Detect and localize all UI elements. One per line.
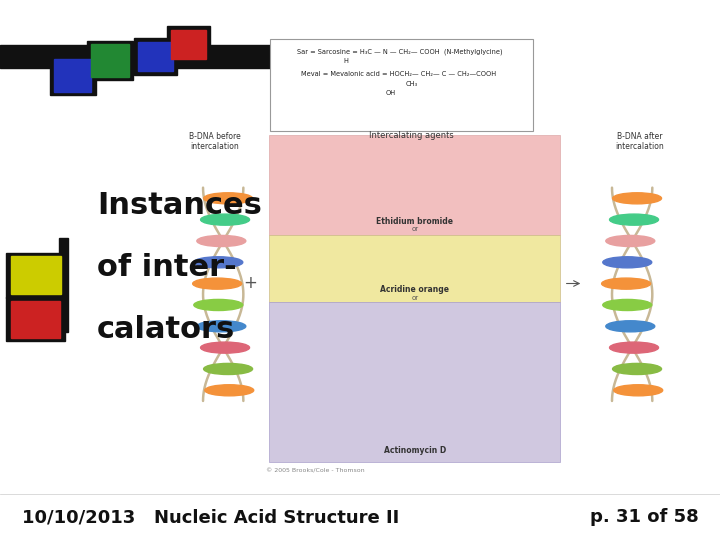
Ellipse shape [613,384,662,396]
Text: OH: OH [386,90,396,96]
Ellipse shape [201,214,250,225]
Text: CH₃: CH₃ [406,80,418,87]
Bar [0,45,274,68]
Bar [6,253,66,298]
Ellipse shape [194,299,243,310]
Text: Acridine orange: Acridine orange [380,285,449,294]
Text: Meval = Mevalonic acid = HOCH₂— CH₂— C — CH₂—COOH: Meval = Mevalonic acid = HOCH₂— CH₂— C —… [300,71,496,77]
Bar [59,238,68,332]
Ellipse shape [610,342,659,353]
Text: p. 31 of 58: p. 31 of 58 [590,508,698,526]
Text: or: or [411,295,418,301]
Text: Actinomycin D: Actinomycin D [384,446,446,455]
Bar [11,301,60,338]
Bar [269,135,560,235]
Text: +: + [243,274,257,293]
Bar [6,297,65,341]
Ellipse shape [204,193,253,204]
Ellipse shape [603,256,652,268]
Ellipse shape [194,256,243,268]
Bar [87,41,133,80]
Bar [50,56,96,95]
Ellipse shape [201,342,250,353]
Text: Sar = Sarcosine = H₃C — N — CH₂— COOH  (N-Methylglycine): Sar = Sarcosine = H₃C — N — CH₂— COOH (N… [297,48,503,55]
Ellipse shape [197,235,246,247]
Ellipse shape [610,214,659,225]
Text: B-DNA after
intercalation: B-DNA after intercalation [615,132,664,151]
Text: B-DNA before
intercalation: B-DNA before intercalation [189,132,240,151]
Ellipse shape [603,299,652,310]
Bar [270,39,533,131]
Bar [269,302,560,462]
Ellipse shape [204,384,253,396]
Ellipse shape [606,235,654,247]
Ellipse shape [613,363,662,375]
Text: 10/10/2013   Nucleic Acid Structure II: 10/10/2013 Nucleic Acid Structure II [22,508,399,526]
Ellipse shape [197,321,246,332]
Text: © 2005 Brooks/Cole - Thomson: © 2005 Brooks/Cole - Thomson [266,468,364,474]
Bar [134,38,177,75]
Ellipse shape [602,278,651,289]
Text: Ethidium bromide: Ethidium bromide [377,217,453,226]
Bar [54,59,91,92]
Bar [269,235,560,302]
Ellipse shape [193,278,242,289]
Text: calators: calators [97,315,235,344]
Text: H: H [343,58,348,64]
Bar [138,42,173,71]
Ellipse shape [204,363,253,375]
Text: of inter-: of inter- [97,253,237,282]
Bar [171,30,206,59]
Text: or: or [411,226,418,232]
Bar [91,44,129,77]
Ellipse shape [613,193,662,204]
Bar [11,256,61,294]
Text: Intercalating agents: Intercalating agents [369,131,454,140]
Text: Instances: Instances [97,191,262,220]
Bar [167,26,210,63]
Ellipse shape [606,321,654,332]
